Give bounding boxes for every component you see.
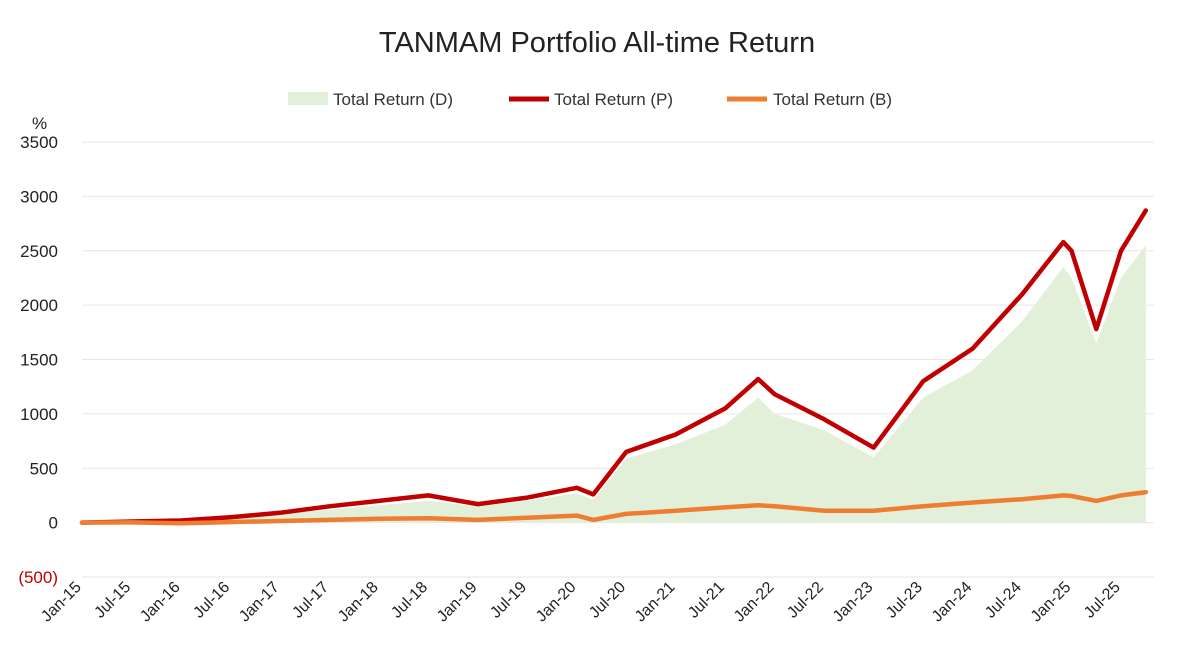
y-tick-label: 0 xyxy=(49,514,58,533)
y-tick-label: 1000 xyxy=(20,405,58,424)
x-tick-label: Jul-17 xyxy=(289,579,332,622)
x-tick-label: Jul-23 xyxy=(883,579,926,622)
x-tick-label: Jan-23 xyxy=(830,579,877,626)
legend-label: Total Return (P) xyxy=(554,90,673,109)
y-axis-ticks: 3500 3000 2500 2000 1500 1000 500 0 (500) xyxy=(18,133,58,587)
y-tick-label: 3000 xyxy=(20,187,58,206)
series-area-total-return-d xyxy=(82,245,1146,523)
x-tick-label: Jan-24 xyxy=(929,579,976,626)
legend-swatch xyxy=(288,92,328,105)
y-tick-label: 2000 xyxy=(20,296,58,315)
x-tick-label: Jul-19 xyxy=(487,579,530,622)
x-tick-label: Jan-20 xyxy=(533,579,580,626)
x-axis-ticks: Jan-15 Jul-15 Jan-16 Jul-16 Jan-17 Jul-17 Jan-… xyxy=(38,579,1124,626)
x-tick-label: Jan-18 xyxy=(335,579,382,626)
x-tick-label: Jul-16 xyxy=(190,579,233,622)
y-tick-label: 2500 xyxy=(20,242,58,261)
y-tick-label: 3500 xyxy=(20,133,58,152)
y-axis-unit: % xyxy=(32,114,47,133)
x-tick-label: Jul-20 xyxy=(586,579,629,622)
x-tick-label: Jul-25 xyxy=(1081,579,1124,622)
legend-label: Total Return (D) xyxy=(333,90,453,109)
x-tick-label: Jul-22 xyxy=(784,579,827,622)
y-tick-label: 1500 xyxy=(20,351,58,370)
chart-legend: Total Return (D) Total Return (P) Total Re… xyxy=(288,90,892,109)
x-tick-label: Jul-24 xyxy=(982,579,1025,622)
plot-area xyxy=(79,208,1149,526)
x-tick-label: Jan-25 xyxy=(1028,579,1075,626)
chart-title: TANMAM Portfolio All-time Return xyxy=(379,27,815,59)
y-tick-label: 500 xyxy=(30,459,58,478)
x-tick-label: Jan-16 xyxy=(137,579,184,626)
y-tick-label: (500) xyxy=(18,568,58,587)
x-tick-label: Jan-21 xyxy=(632,579,679,626)
x-tick-label: Jan-17 xyxy=(236,579,283,626)
x-tick-label: Jan-19 xyxy=(434,579,481,626)
grid-lines xyxy=(82,141,1154,578)
series-line-total-return-b xyxy=(79,489,1149,526)
legend-label: Total Return (B) xyxy=(773,90,892,109)
x-tick-label: Jul-15 xyxy=(91,579,134,622)
x-tick-label: Jan-22 xyxy=(731,579,778,626)
x-tick-label: Jul-21 xyxy=(685,579,728,622)
x-tick-label: Jul-18 xyxy=(388,579,431,622)
series-line-total-return-p xyxy=(79,208,1149,525)
